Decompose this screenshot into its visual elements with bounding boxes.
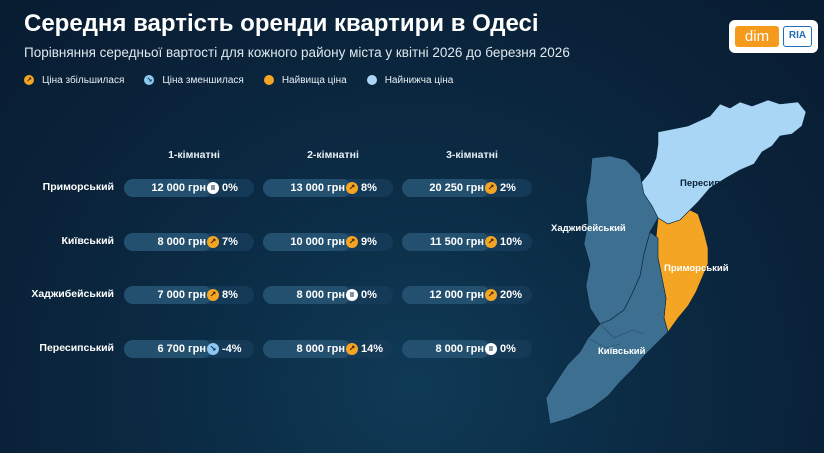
legend-item-highest: Найвища ціна [263, 74, 347, 86]
price-value: 10 000 грн [290, 236, 345, 248]
change-percent: 0% [500, 343, 516, 355]
change-percent: 8% [361, 182, 377, 194]
price-cell: 20 250 грн ↗ 2% [402, 179, 532, 197]
change-percent: 10% [500, 236, 523, 248]
column-header-1-room: 1-кімнатні [168, 149, 220, 161]
price-value: 8 000 грн [296, 343, 345, 355]
pause-icon: II [485, 343, 497, 355]
price-pill [124, 286, 212, 304]
legend-label: Ціна збільшилася [42, 74, 125, 86]
change-percent: 9% [361, 236, 377, 248]
change-percent: 2% [500, 182, 516, 194]
price-cell: 8 000 грн ↗ 7% [124, 233, 254, 251]
pause-icon: II [207, 182, 219, 194]
price-pill [263, 233, 351, 251]
arrow-up-right-icon: ↗ [346, 343, 358, 355]
legend-item-price-up: ↗ Ціна збільшилася [24, 75, 124, 86]
price-pill [402, 340, 490, 358]
price-value: 13 000 грн [290, 182, 345, 194]
price-cell: 12 000 грн II 0% [124, 179, 254, 197]
pause-icon: II [346, 289, 358, 301]
page-subtitle: Порівняння середньої вартості для кожног… [24, 45, 570, 60]
row-label-district: Приморський [42, 181, 114, 193]
price-pill [124, 179, 212, 197]
map-label-khadzhybeiskyi: Хаджибейський [551, 223, 626, 234]
map-label-kyivskyi: Київський [598, 346, 646, 357]
price-value: 7 000 грн [157, 289, 206, 301]
map-district-kyivskyi [545, 231, 669, 425]
price-value: 12 000 грн [429, 289, 484, 301]
arrow-up-right-icon: ↗ [346, 182, 358, 194]
change-percent: 14% [361, 343, 384, 355]
price-value: 6 700 грн [157, 343, 206, 355]
price-pill [124, 233, 212, 251]
legend-item-price-down: ↘ Ціна зменшилася [144, 74, 244, 86]
arrow-up-right-icon: ↗ [485, 182, 497, 194]
row-label-district: Пересипський [39, 342, 114, 354]
price-cell: 8 000 грн ↗ 14% [263, 340, 393, 358]
price-value: 8 000 грн [435, 343, 484, 355]
arrow-down-right-icon: ↘ [207, 343, 219, 355]
map-district-peresypskyi [639, 99, 807, 225]
arrow-up-right-icon: ↗ [207, 289, 219, 301]
price-cell: 12 000 грн ↗ 20% [402, 286, 532, 304]
light-blue-dot-icon [366, 75, 377, 85]
price-cell: 6 700 грн ↘ -4% [124, 340, 254, 358]
price-cell: 8 000 грн II 0% [402, 340, 532, 358]
price-value: 11 500 грн [429, 236, 484, 248]
arrow-up-right-icon: ↗ [207, 236, 219, 248]
map-label-prymorskyi: Приморський [664, 263, 729, 274]
arrow-down-right-icon: ↘ [144, 75, 155, 85]
price-pill [402, 233, 490, 251]
change-percent: 20% [500, 289, 523, 301]
price-pill [402, 179, 490, 197]
map-label-peresypskyi: Пересипський [680, 178, 748, 189]
column-header-3-room: 3-кімнатні [446, 149, 498, 161]
price-cell: 10 000 грн ↗ 9% [263, 233, 393, 251]
legend-item-lowest: Найнижча ціна [366, 74, 454, 86]
row-label-district: Хаджибейський [31, 288, 114, 300]
price-value: 8 000 грн [157, 236, 206, 248]
page-title: Середня вартість оренди квартири в Одесі [24, 10, 539, 37]
change-percent: 7% [222, 236, 238, 248]
arrow-up-right-icon: ↗ [346, 236, 358, 248]
orange-dot-icon [263, 75, 274, 85]
price-cell: 8 000 грн II 0% [263, 286, 393, 304]
district-map [545, 99, 807, 425]
change-percent: 0% [222, 182, 238, 194]
price-pill [263, 286, 351, 304]
legend-label: Найвища ціна [281, 74, 347, 86]
change-percent: 8% [222, 289, 238, 301]
legend-label: Ціна зменшилася [162, 74, 244, 86]
arrow-up-right-icon: ↗ [485, 236, 497, 248]
logo-dim: dim [735, 26, 779, 47]
logo-ria: RIA [783, 26, 812, 47]
legend-label: Найнижча ціна [384, 74, 454, 86]
price-pill [263, 340, 351, 358]
column-header-2-room: 2-кімнатні [307, 149, 359, 161]
change-percent: 0% [361, 289, 377, 301]
arrow-up-right-icon: ↗ [24, 75, 34, 85]
dimria-logo[interactable]: dim RIA [729, 20, 818, 53]
legend: ↗ Ціна збільшилася ↘ Ціна зменшилася Най… [24, 73, 473, 87]
price-cell: 11 500 грн ↗ 10% [402, 233, 532, 251]
price-cell: 7 000 грн ↗ 8% [124, 286, 254, 304]
arrow-up-right-icon: ↗ [485, 289, 497, 301]
price-value: 12 000 грн [151, 182, 206, 194]
price-cell: 13 000 грн ↗ 8% [263, 179, 393, 197]
change-percent: -4% [222, 343, 242, 355]
price-pill [124, 340, 212, 358]
price-pill [263, 179, 351, 197]
price-value: 8 000 грн [296, 289, 345, 301]
price-value: 20 250 грн [429, 182, 484, 194]
row-label-district: Київський [61, 235, 114, 247]
price-pill [402, 286, 490, 304]
